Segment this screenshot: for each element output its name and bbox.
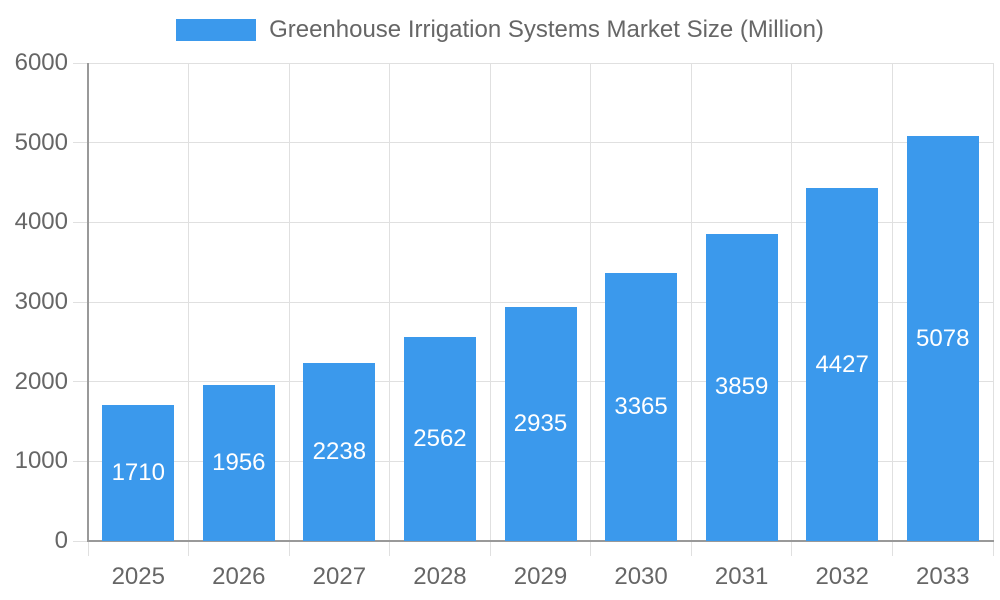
- bar[interactable]: [202, 385, 275, 541]
- y-axis-label: 2000: [14, 367, 68, 395]
- x-axis-tick: [188, 541, 190, 556]
- gridline-vertical: [590, 63, 592, 541]
- bar[interactable]: [403, 336, 476, 541]
- gridline-vertical: [489, 63, 491, 541]
- x-axis-tick: [791, 541, 793, 556]
- bar-value-label: 2935: [513, 410, 568, 438]
- x-axis-tick: [389, 541, 391, 556]
- x-axis-tick: [590, 541, 592, 556]
- y-axis-label: 0: [54, 527, 68, 554]
- x-axis-tick: [489, 541, 491, 556]
- y-axis-tick: [73, 540, 88, 542]
- gridline-vertical: [188, 63, 190, 541]
- legend-item[interactable]: Greenhouse Irrigation Systems Market Siz…: [0, 16, 1000, 44]
- gridline-horizontal: [73, 221, 993, 223]
- x-axis-label: 2029: [513, 563, 568, 590]
- gridline-vertical: [891, 63, 893, 541]
- bar-value-label: 1956: [212, 449, 266, 477]
- gridline-vertical: [690, 63, 692, 541]
- bar-value-label: 3365: [614, 392, 668, 420]
- bar-value-label: 2562: [413, 424, 467, 452]
- x-axis-tick: [992, 541, 994, 556]
- bar-value-label: 3859: [714, 373, 769, 401]
- bar[interactable]: [102, 404, 175, 541]
- x-axis-label: 2028: [413, 563, 467, 590]
- y-axis-label: 5000: [14, 128, 68, 156]
- bar[interactable]: [605, 272, 678, 541]
- gridline-vertical: [389, 63, 391, 541]
- bar-value-label: 1710: [111, 458, 165, 486]
- x-axis-label: 2033: [916, 563, 970, 590]
- bar[interactable]: [705, 233, 778, 541]
- gridline-horizontal: [73, 142, 993, 144]
- x-axis-label: 2027: [312, 563, 367, 590]
- bar[interactable]: [806, 188, 879, 541]
- x-axis-label: 2032: [815, 563, 869, 590]
- bar-value-label: 2238: [312, 437, 367, 465]
- x-axis-tick: [891, 541, 893, 556]
- bar-value-label: 5078: [916, 324, 970, 352]
- y-axis-label: 4000: [14, 208, 68, 236]
- x-axis-label: 2025: [111, 563, 165, 590]
- y-axis-label: 1000: [14, 447, 68, 475]
- x-axis-label: 2031: [714, 563, 769, 590]
- gridline-vertical: [288, 63, 290, 541]
- x-axis-label: 2030: [614, 563, 668, 590]
- x-axis-tick: [288, 541, 290, 556]
- bar[interactable]: [504, 307, 577, 541]
- gridline-horizontal: [73, 301, 993, 303]
- legend-label: Greenhouse Irrigation Systems Market Siz…: [269, 16, 824, 43]
- y-axis-label: 6000: [14, 49, 68, 76]
- y-axis-label: 3000: [14, 288, 68, 315]
- x-axis-label: 2026: [212, 563, 266, 590]
- bar[interactable]: [906, 136, 979, 541]
- x-axis-tick: [87, 541, 89, 556]
- y-axis-line: [87, 63, 89, 541]
- x-axis-tick: [690, 541, 692, 556]
- x-axis-line: [87, 540, 994, 542]
- bar-value-label: 4427: [815, 350, 869, 378]
- bar[interactable]: [303, 362, 376, 541]
- gridline-vertical: [791, 63, 793, 541]
- gridline-vertical: [992, 63, 994, 541]
- legend-swatch-icon: [176, 19, 257, 41]
- gridline-horizontal: [73, 62, 993, 64]
